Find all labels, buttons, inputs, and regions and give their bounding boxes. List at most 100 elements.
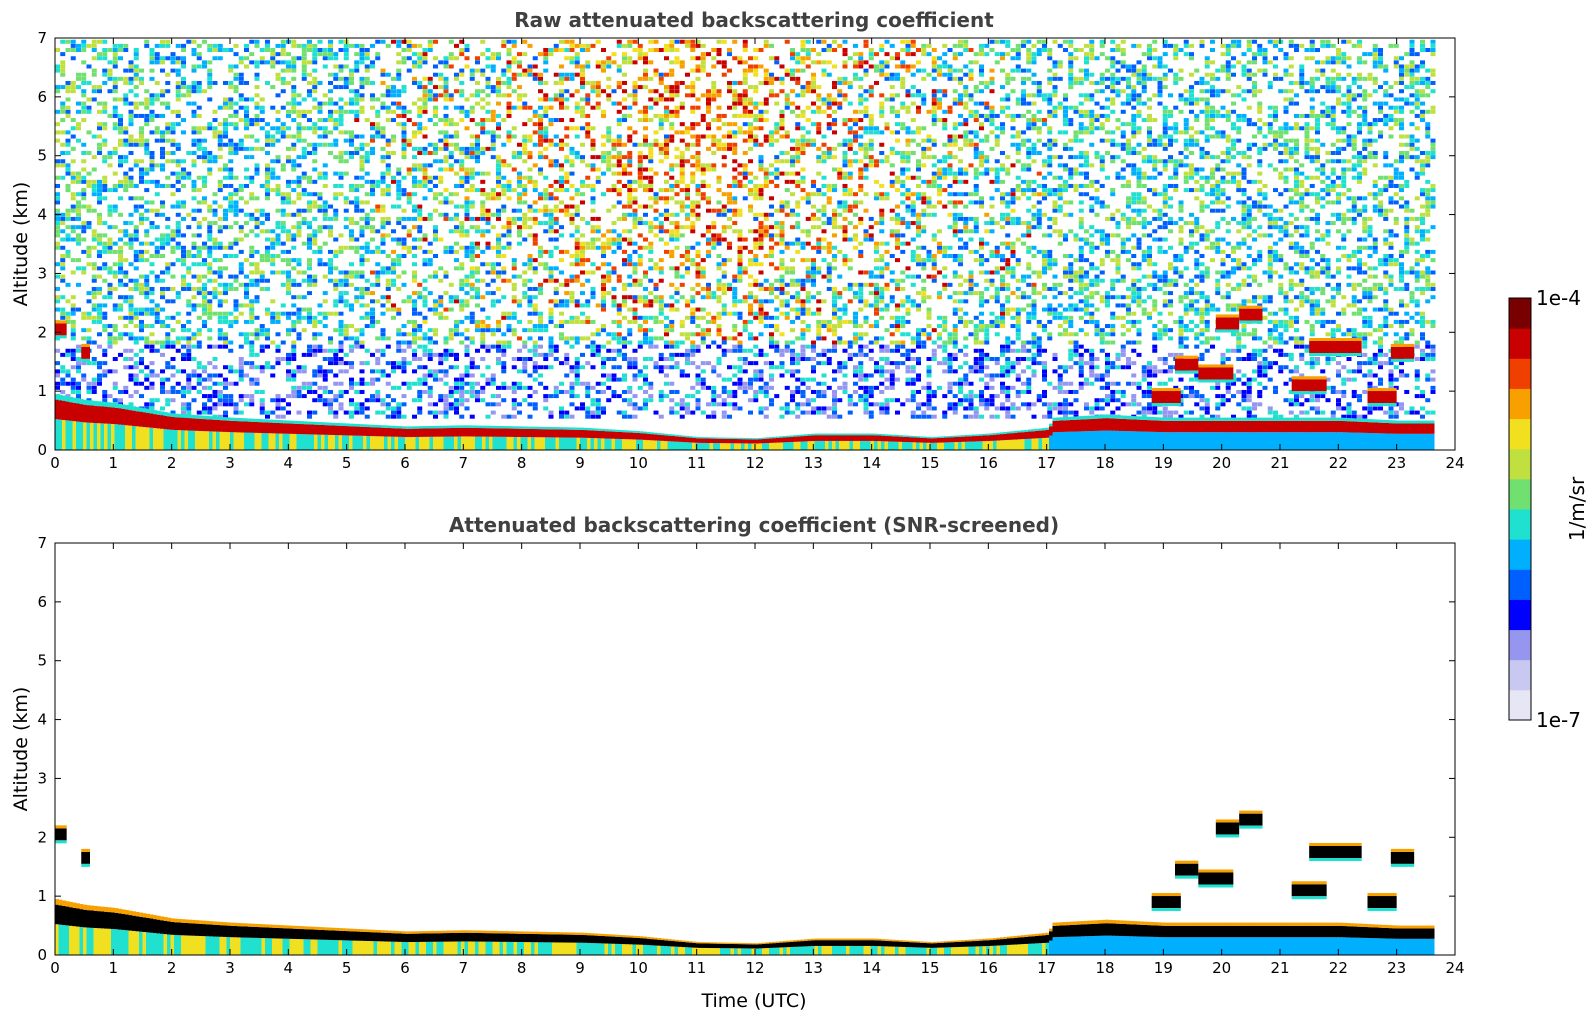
backscatter-cell xyxy=(65,315,71,320)
backscatter-cell xyxy=(685,410,690,415)
backscatter-cell xyxy=(674,56,680,61)
backscatter-cell xyxy=(632,97,638,102)
backscatter-cell xyxy=(202,410,207,415)
backscatter-cell xyxy=(238,76,244,81)
backscatter-cell xyxy=(653,208,659,213)
backscatter-cell xyxy=(212,291,218,296)
backscatter-cell xyxy=(55,361,60,366)
backscatter-cell xyxy=(412,167,417,172)
backscatter-cell xyxy=(396,89,402,94)
backscatter-cell xyxy=(359,109,365,114)
backscatter-cell xyxy=(522,68,528,73)
backscatter-cell xyxy=(249,249,255,254)
backscatter-cell xyxy=(606,348,612,353)
backscatter-cell xyxy=(65,138,71,143)
backscatter-cell xyxy=(611,237,617,242)
backscatter-cell xyxy=(469,389,475,394)
backscatter-cell xyxy=(322,183,328,188)
backscatter-cell xyxy=(417,208,423,213)
backscatter-cell xyxy=(485,245,491,250)
backscatter-cell xyxy=(328,233,333,238)
backscatter-cell xyxy=(464,365,470,370)
backscatter-cell xyxy=(601,254,606,259)
backscatter-cell xyxy=(270,373,276,378)
backscatter-cell xyxy=(674,80,680,85)
backscatter-cell xyxy=(317,369,323,374)
backscatter-cell xyxy=(270,64,276,69)
backscatter-cell xyxy=(653,48,659,53)
backscatter-cell xyxy=(123,130,129,135)
backscatter-cell xyxy=(580,80,585,85)
backscatter-cell xyxy=(70,237,76,242)
backscatter-cell xyxy=(112,85,118,90)
backscatter-cell xyxy=(212,406,218,411)
backscatter-cell xyxy=(343,324,349,329)
backscatter-cell xyxy=(543,130,549,135)
backscatter-cell xyxy=(307,175,312,180)
backscatter-cell xyxy=(207,208,213,213)
backscatter-cell xyxy=(238,357,244,362)
backscatter-cell xyxy=(690,171,696,176)
backscatter-cell xyxy=(695,332,701,337)
backscatter-cell xyxy=(301,278,307,283)
backscatter-cell xyxy=(144,291,150,296)
backscatter-cell xyxy=(70,39,76,44)
backscatter-cell xyxy=(685,249,690,254)
backscatter-cell xyxy=(76,361,81,366)
backscatter-cell xyxy=(564,352,570,357)
backscatter-cell xyxy=(595,155,601,160)
backscatter-cell xyxy=(202,385,207,390)
backscatter-cell xyxy=(459,68,465,73)
backscatter-cell xyxy=(658,48,664,53)
backscatter-cell xyxy=(322,52,328,57)
backscatter-cell xyxy=(606,134,612,139)
backscatter-cell xyxy=(674,233,680,238)
backscatter-cell xyxy=(590,410,596,415)
backscatter-cell xyxy=(307,266,312,271)
backscatter-cell xyxy=(632,270,638,275)
backscatter-cell xyxy=(538,381,543,386)
backscatter-cell xyxy=(490,52,496,57)
backscatter-cell xyxy=(254,365,260,370)
backscatter-cell xyxy=(569,56,575,61)
backscatter-cell xyxy=(443,56,449,61)
backscatter-cell xyxy=(595,60,601,65)
backscatter-cell xyxy=(690,315,696,320)
backscatter-cell xyxy=(165,332,171,337)
backscatter-cell xyxy=(181,274,186,279)
backscatter-cell xyxy=(165,101,171,106)
backscatter-cell xyxy=(322,398,328,403)
backscatter-cell xyxy=(154,138,160,143)
backscatter-cell xyxy=(154,126,160,131)
backscatter-cell xyxy=(548,414,554,419)
backscatter-cell xyxy=(291,43,297,48)
backscatter-cell xyxy=(307,192,312,197)
backscatter-cell xyxy=(81,192,87,197)
backscatter-cell xyxy=(291,142,297,147)
backscatter-cell xyxy=(328,266,333,271)
backscatter-cell xyxy=(128,245,134,250)
backscatter-cell xyxy=(128,212,134,217)
backscatter-cell xyxy=(301,188,307,193)
backscatter-cell xyxy=(207,254,213,259)
backscatter-cell xyxy=(133,315,139,320)
backscatter-cell xyxy=(97,241,102,246)
backscatter-cell xyxy=(170,357,176,362)
backscatter-cell xyxy=(627,361,633,366)
backscatter-cell xyxy=(328,398,333,403)
backscatter-cell xyxy=(396,406,402,411)
backscatter-cell xyxy=(679,130,685,135)
backscatter-cell xyxy=(317,394,323,399)
backscatter-cell xyxy=(674,130,680,135)
backscatter-cell xyxy=(485,146,491,151)
backscatter-cell xyxy=(616,237,622,242)
backscatter-cell xyxy=(648,204,654,209)
backscatter-cell xyxy=(548,163,554,168)
backscatter-cell xyxy=(695,142,701,147)
backscatter-cell xyxy=(207,167,213,172)
backscatter-cell xyxy=(86,315,92,320)
backscatter-cell xyxy=(601,389,606,394)
backscatter-cell xyxy=(186,89,192,94)
backscatter-cell xyxy=(375,179,381,184)
backscatter-cell xyxy=(212,109,218,114)
